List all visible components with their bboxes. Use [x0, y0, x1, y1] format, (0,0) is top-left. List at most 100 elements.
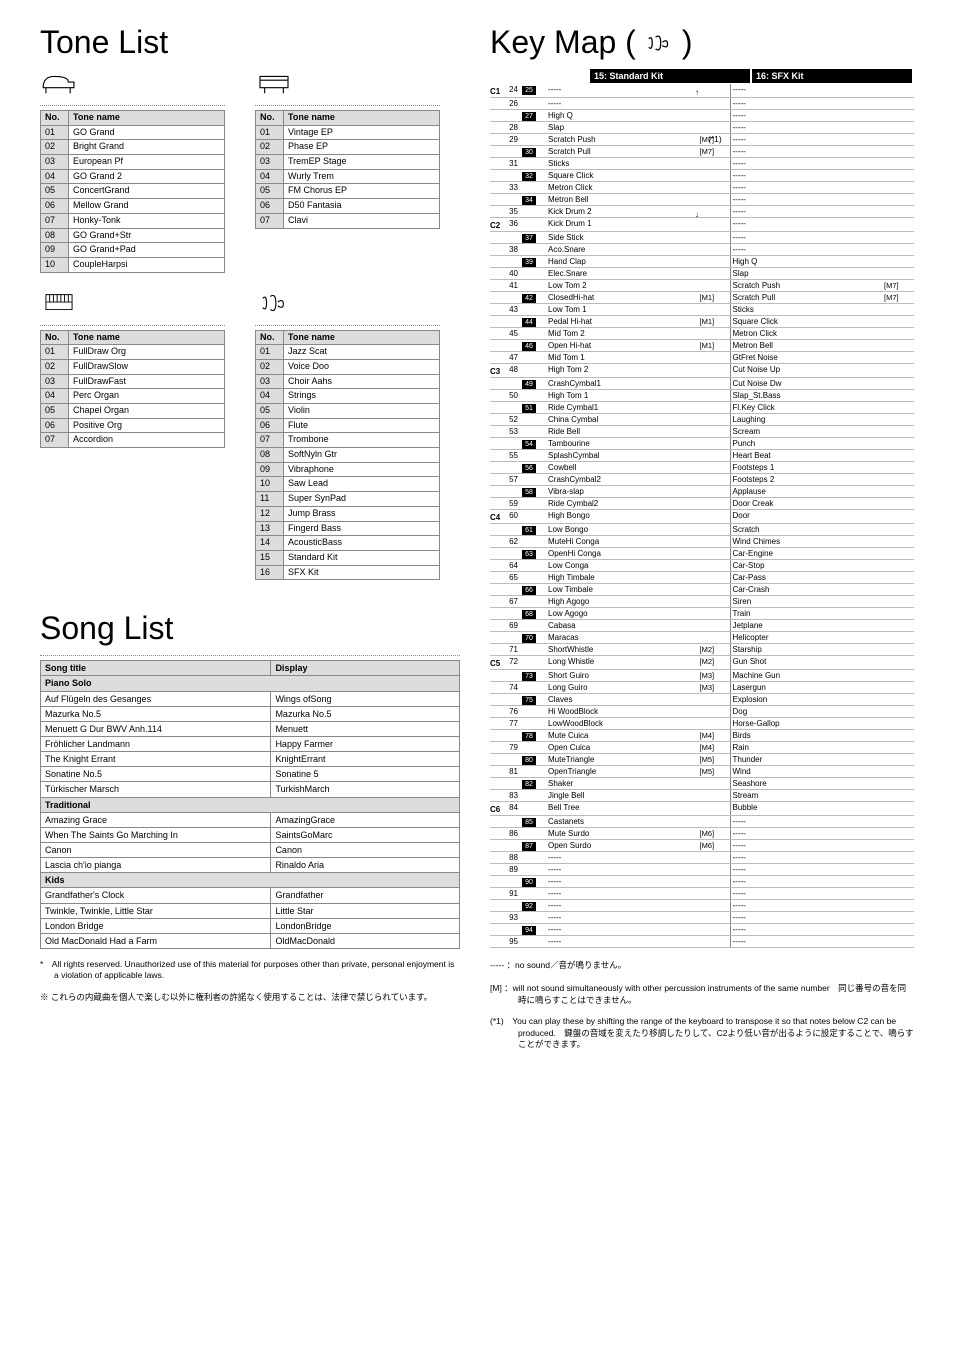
table-row: 07Accordion	[41, 433, 225, 448]
table-row: Old MacDonald Had a FarmOldMacDonald	[41, 933, 460, 948]
keymap-row: 43 Low Tom 1 Sticks	[490, 304, 914, 316]
keymap-row: 74 Long Guiro[M3] Lasergun	[490, 682, 914, 694]
keymap-row: 92 ----- -----	[490, 900, 914, 912]
keymap-row: 35 Kick Drum 2 -----	[490, 206, 914, 218]
table-row: 04Wurly Trem	[256, 169, 440, 184]
keymap-row: 29 Scratch Push[M7] -----	[490, 134, 914, 146]
song-footnote-2: ※ これらの内蔵曲を個人で楽しむ以外に権利者の許諾なく使用することは、法律で禁じ…	[40, 992, 460, 1003]
keymap-row: 69 Cabasa Jetplane	[490, 620, 914, 632]
keymap-row: 40 Elec.Snare Slap	[490, 268, 914, 280]
table-row: The Knight ErrantKnightErrant	[41, 752, 460, 767]
keymap-row: 82 Shaker Seashore	[490, 778, 914, 790]
keymap-row: 46 Open Hi-hat[M1] Metron Bell	[490, 340, 914, 352]
key-map-title: Key Map ( )	[490, 24, 914, 61]
sound-wave-icon	[255, 289, 293, 317]
organ-icon	[40, 289, 78, 317]
table-row: 02Phase EP	[256, 140, 440, 155]
star-note: (*1)	[708, 134, 722, 144]
table-row: 03FullDrawFast	[41, 374, 225, 389]
keymap-row: 38 Aco.Snare -----	[490, 244, 914, 256]
keymap-row: 85 Castanets -----	[490, 816, 914, 828]
keymap-footnote-1: ----- ：no sound／音が鳴りません。	[490, 960, 914, 971]
table-row: 03TremEP Stage	[256, 155, 440, 170]
keymap-row: 50 High Tom 1 Slap_St.Bass	[490, 390, 914, 402]
tones-ep-table: No.Tone name 01Vintage EP02Phase EP03Tre…	[255, 110, 440, 229]
keymap-row: 95 ----- -----	[490, 936, 914, 948]
keymap-row: 53 Ride Bell Scream	[490, 426, 914, 438]
table-row: 08SoftNyln Gtr	[256, 448, 440, 463]
table-row: 11Super SynPad	[256, 492, 440, 507]
keymap-footnote-3: (*1) You can play these by shifting the …	[490, 1016, 914, 1050]
table-row: 05FM Chorus EP	[256, 184, 440, 199]
keymap-row: 94 ----- -----	[490, 924, 914, 936]
table-row: 01FullDraw Org	[41, 345, 225, 360]
table-row: Mazurka No.5Mazurka No.5	[41, 706, 460, 721]
table-row: 04Strings	[256, 389, 440, 404]
table-row: Traditional	[41, 797, 460, 812]
keymap-row: 44 Pedal Hi-hat[M1] Square Click	[490, 316, 914, 328]
keymap-row: 66 Low Timbale Car-Crash	[490, 584, 914, 596]
table-row: 10CoupleHarpsi	[41, 257, 225, 272]
keymap-row: 89 ----- -----	[490, 864, 914, 876]
keymap-row: 51 Ride Cymbal1 Fl.Key Click	[490, 402, 914, 414]
table-row: 06Mellow Grand	[41, 199, 225, 214]
keymap-row: 42 ClosedHi-hat[M1] Scratch Pull[M7]	[490, 292, 914, 304]
keymap-row: 90 ----- -----	[490, 876, 914, 888]
keymap-row: 31 Sticks -----	[490, 158, 914, 170]
sound-wave-icon	[642, 28, 676, 58]
table-row: 07Trombone	[256, 433, 440, 448]
table-row: 02Bright Grand	[41, 140, 225, 155]
table-row: 09Vibraphone	[256, 462, 440, 477]
keymap-row: 62 MuteHi Conga Wind Chimes	[490, 536, 914, 548]
keymap-row: 56 Cowbell Footsteps 1	[490, 462, 914, 474]
table-row: 10Saw Lead	[256, 477, 440, 492]
table-row: 03Choir Aahs	[256, 374, 440, 389]
table-row: 16SFX Kit	[256, 565, 440, 580]
keymap-row: 55 SplashCymbal Heart Beat	[490, 450, 914, 462]
keymap-row: 34 Metron Bell -----	[490, 194, 914, 206]
table-row: CanonCanon	[41, 842, 460, 857]
table-row: 13Fingerd Bass	[256, 521, 440, 536]
keymap-row: 37 Side Stick -----	[490, 232, 914, 244]
table-row: 05Violin	[256, 404, 440, 419]
keymap-row: 76 Hi WoodBlock Dog	[490, 706, 914, 718]
table-row: 02FullDrawSlow	[41, 359, 225, 374]
table-row: Menuett G Dur BWV Anh.114Menuett	[41, 721, 460, 736]
keymap-row: 30 Scratch Pull[M7] -----	[490, 146, 914, 158]
keymap-row: 91 ----- -----	[490, 888, 914, 900]
table-row: Sonatine No.5Sonatine 5	[41, 767, 460, 782]
table-row: 04Perc Organ	[41, 389, 225, 404]
table-row: 05ConcertGrand	[41, 184, 225, 199]
table-row: 01GO Grand	[41, 125, 225, 140]
keymap-row: C2 36 Kick Drum 1 -----	[490, 218, 914, 232]
keymap-row: 75 Claves Explosion	[490, 694, 914, 706]
table-row: Piano Solo	[41, 676, 460, 691]
table-row: When The Saints Go Marching InSaintsGoMa…	[41, 827, 460, 842]
keymap-row: C5 72 Long Whistle[M2] Gun Shot	[490, 656, 914, 670]
keymap-row: C4 60 High Bongo Door	[490, 510, 914, 524]
keymap-row: 45 Mid Tom 2 Metron Click	[490, 328, 914, 340]
keymap-row: 57 CrashCymbal2 Footsteps 2	[490, 474, 914, 486]
keymap-row: 49 CrashCymbal1 Cut Noise Dw	[490, 378, 914, 390]
keymap-row: 47 Mid Tom 1 GtFret Noise	[490, 352, 914, 364]
table-row: Lascia ch'io piangaRinaldo Aria	[41, 858, 460, 873]
table-row: Kids	[41, 873, 460, 888]
keymap-row: 61 Low Bongo Scratch	[490, 524, 914, 536]
keymap-row: 54 Tambourine Punch	[490, 438, 914, 450]
table-row: 07Clavi	[256, 213, 440, 228]
keymap-row: 63 OpenHi Conga Car-Engine	[490, 548, 914, 560]
table-row: 14AcousticBass	[256, 536, 440, 551]
keymap-row: 28 Slap -----	[490, 122, 914, 134]
keymap-row: 68 Low Agogo Train	[490, 608, 914, 620]
keymap-row: 73 Short Guiro[M3] Machine Gun	[490, 670, 914, 682]
song-list-title: Song List	[40, 610, 460, 647]
table-row: 06D50 Fantasia	[256, 199, 440, 214]
keymap-row: 88 ----- -----	[490, 852, 914, 864]
table-row: Auf Flügeln des GesangesWings ofSong	[41, 691, 460, 706]
table-row: Fröhlicher LandmannHappy Farmer	[41, 736, 460, 751]
keymap-row: 27 High Q -----	[490, 110, 914, 122]
keymap-row: 33 Metron Click -----	[490, 182, 914, 194]
table-row: Grandfather's ClockGrandfather	[41, 888, 460, 903]
table-row: 12Jump Brass	[256, 506, 440, 521]
keymap-row: 65 High Timbale Car-Pass	[490, 572, 914, 584]
